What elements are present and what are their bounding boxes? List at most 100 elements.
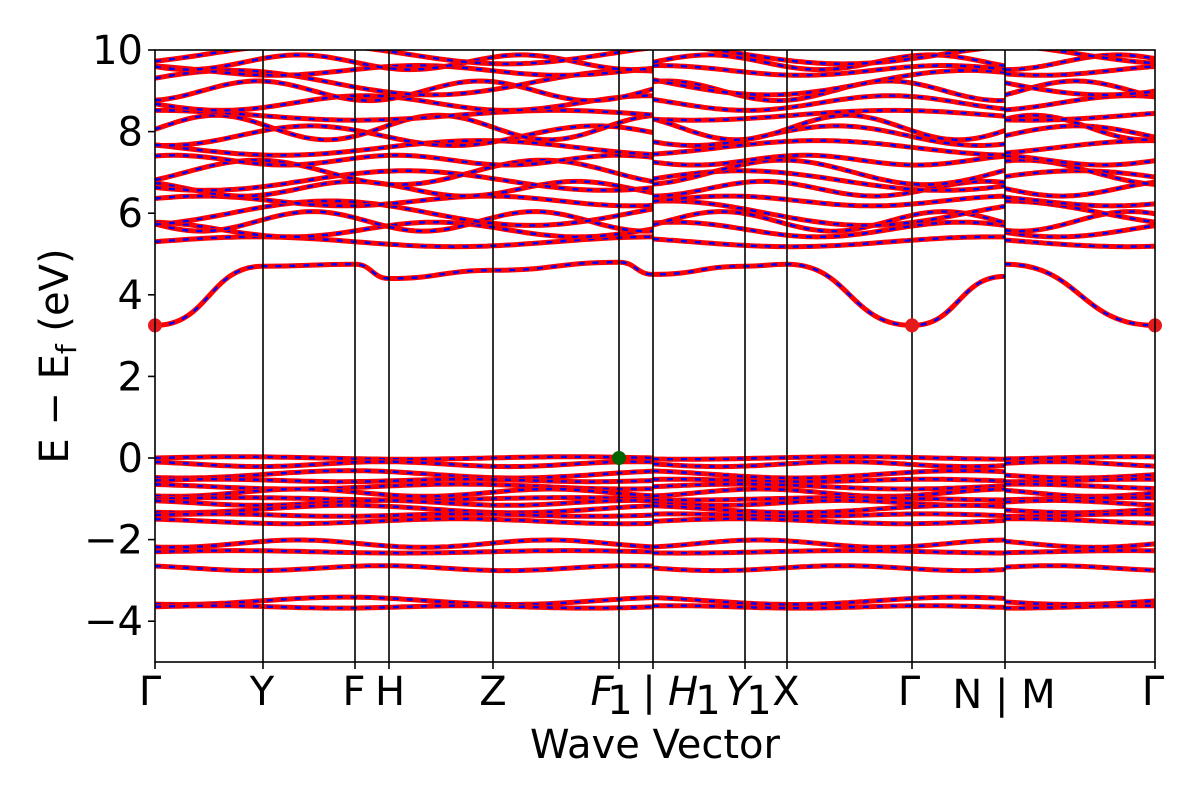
upper-band-11-seg-1-spin-down bbox=[652, 114, 1006, 142]
upper-band-4-seg-1-spin-down bbox=[652, 194, 1006, 208]
valence-band-12-seg-1-spin-down bbox=[653, 549, 1005, 555]
valence-band-3-seg-2-spin-down bbox=[1004, 478, 1155, 483]
valence-band-7-seg-2-spin-down bbox=[1004, 499, 1155, 507]
valence-band-0-seg-0-spin-up bbox=[155, 454, 654, 462]
valence-band-4-seg-1-spin-down bbox=[652, 482, 1006, 491]
upper-band-1-seg-2-spin-down bbox=[1004, 224, 1155, 239]
upper-band-3-seg-0-spin-down bbox=[155, 199, 654, 227]
upper-band-12-seg-2-spin-down bbox=[1004, 112, 1155, 122]
valence-band-9-seg-0-spin-up bbox=[155, 511, 654, 519]
upper-band-0-seg-1-spin-down bbox=[652, 235, 1006, 248]
upper-band-14-seg-0-spin-up bbox=[155, 78, 654, 104]
upper-band-7-seg-1-spin-down bbox=[652, 159, 1006, 186]
valence-band-5-seg-0-spin-up bbox=[155, 486, 654, 499]
valence-band-3-seg-1-spin-down bbox=[653, 478, 1006, 483]
x-axis-title: Wave Vector bbox=[530, 722, 781, 768]
upper-band-16-seg-2-spin-down bbox=[1004, 65, 1155, 77]
valence-band-4-seg-2-spin-down bbox=[1005, 482, 1155, 490]
upper-band-9-seg-2-spin-down bbox=[1004, 139, 1155, 155]
x-tick-label: Y bbox=[726, 669, 754, 715]
y-tick-label: 4 bbox=[118, 273, 143, 319]
x-tick-label: Z bbox=[479, 669, 506, 715]
upper-band-7-seg-2-spin-down bbox=[1004, 159, 1155, 186]
valence-band-10-seg-1-spin-down bbox=[652, 517, 1006, 525]
valence-band-13-seg-0-spin-up bbox=[155, 563, 654, 574]
upper-band-4-seg-2-spin-down bbox=[1004, 196, 1155, 208]
upper-band-10-seg-0-spin-up bbox=[155, 123, 654, 149]
y-axis-title-unit: (eV) bbox=[32, 248, 78, 344]
valence-band-7-seg-1-spin-down bbox=[652, 499, 1006, 507]
upper-band-18-seg-0-spin-up bbox=[155, 50, 654, 67]
x-tick-label: Γ bbox=[1142, 669, 1165, 715]
upper-band-14-seg-2-spin-down bbox=[1004, 79, 1155, 99]
valence-band-15-seg-0-spin-up bbox=[155, 603, 654, 611]
valence-band-7-seg-0-spin-up bbox=[155, 497, 654, 508]
y-axis-ticks: −4 −2 0 2 4 6 8 10 bbox=[84, 28, 155, 645]
y-tick-label: −2 bbox=[84, 518, 143, 564]
valence-band-2-seg-0-spin-up bbox=[155, 468, 654, 481]
x-tick-label: F bbox=[342, 669, 365, 715]
valence-band-3-seg-0-spin-up bbox=[155, 476, 654, 485]
valence-band-2-seg-1-spin-down bbox=[652, 469, 1006, 480]
upper-band-10-seg-1-spin-down bbox=[652, 124, 1006, 147]
valence-band-9-seg-2-spin-down bbox=[1005, 512, 1155, 518]
y-axis-title-main: E − E bbox=[32, 354, 78, 464]
upper-band-13-seg-1-spin-down bbox=[652, 94, 1006, 112]
upper-band-2-seg-0-spin-down bbox=[155, 210, 654, 233]
upper-band-9-seg-1-spin-down bbox=[652, 139, 1006, 157]
plot-frame bbox=[154, 49, 1156, 663]
band-edge-markers bbox=[148, 318, 1162, 465]
x-tick-label: Y bbox=[249, 669, 275, 715]
valence-band-12-seg-0-spin-up bbox=[155, 548, 654, 556]
kpoint-vertical-lines bbox=[262, 50, 1006, 662]
upper-band-3-seg-1-spin-down bbox=[652, 199, 1006, 227]
upper-band-16-seg-0-spin-up bbox=[155, 63, 654, 78]
upper-band-12-seg-1-spin-down bbox=[652, 109, 1006, 122]
conduction-band-min-b-spin-up bbox=[1004, 261, 1155, 328]
valence-band-5-seg-1-spin-down bbox=[652, 487, 1006, 498]
y-tick-label: −4 bbox=[84, 599, 143, 645]
upper-band-13-seg-2-spin-down bbox=[1004, 94, 1155, 112]
valence-band-6-seg-2-spin-down bbox=[1004, 496, 1155, 501]
x-tick-label: H bbox=[668, 669, 698, 715]
upper-band-18-seg-1-spin-down bbox=[706, 50, 980, 66]
upper-band-13-seg-1-spin-up bbox=[652, 93, 1006, 113]
band-lines bbox=[155, 50, 1155, 611]
y-tick-label: 10 bbox=[92, 28, 143, 74]
valence-band-13-seg-2-spin-down bbox=[1004, 564, 1155, 572]
vbm-marker-3 bbox=[612, 451, 626, 465]
x-tick-label: X bbox=[772, 669, 799, 715]
upper-band-1-seg-1-spin-down bbox=[652, 221, 1006, 239]
upper-band-9-seg-0-spin-up bbox=[155, 138, 654, 158]
upper-band-15-seg-2-spin-down bbox=[1004, 81, 1155, 97]
y-tick-label: 6 bbox=[118, 191, 143, 237]
upper-band-12-seg-0-spin-up bbox=[155, 107, 654, 123]
valence-band-10-seg-2-spin-down bbox=[1004, 517, 1155, 525]
upper-band-0-seg-2-spin-down bbox=[1004, 238, 1155, 248]
conduction-band-min-b-spin-down bbox=[1004, 263, 1155, 327]
x-tick-label: | bbox=[642, 669, 655, 715]
valence-band-12-seg-2-spin-down bbox=[1005, 549, 1155, 554]
upper-band-16-seg-1-spin-down bbox=[653, 64, 1006, 77]
x-tick-label: Γ bbox=[139, 669, 162, 715]
valence-band-13-seg-1-spin-down bbox=[652, 564, 1006, 572]
upper-band-2-seg-1-spin-down bbox=[652, 210, 1006, 233]
upper-band-9-seg-2-spin-up bbox=[1004, 138, 1155, 156]
valence-band-1-seg-0-spin-up bbox=[155, 459, 654, 470]
valence-band-11-seg-2-spin-down bbox=[1004, 540, 1155, 549]
upper-band-15-seg-1-spin-down bbox=[652, 69, 1006, 97]
valence-band-8-seg-0-spin-up bbox=[155, 502, 654, 516]
x-tick-label: H bbox=[375, 669, 405, 715]
y-tick-label: 0 bbox=[118, 436, 143, 482]
upper-band-5-seg-2-spin-down bbox=[1004, 181, 1155, 198]
upper-band-8-seg-2-spin-down bbox=[1004, 154, 1155, 167]
upper-band-2-seg-2-spin-down bbox=[1004, 210, 1155, 233]
upper-band-13-seg-2-spin-up bbox=[1004, 93, 1155, 113]
valence-band-15-seg-1-spin-down bbox=[652, 604, 1006, 610]
valence-band-14-seg-1-spin-down bbox=[652, 595, 1006, 606]
valence-band-0-seg-2-spin-down bbox=[1005, 455, 1155, 461]
x-tick-label: 1 bbox=[746, 678, 771, 724]
upper-band-8-seg-0-spin-up bbox=[155, 152, 654, 168]
